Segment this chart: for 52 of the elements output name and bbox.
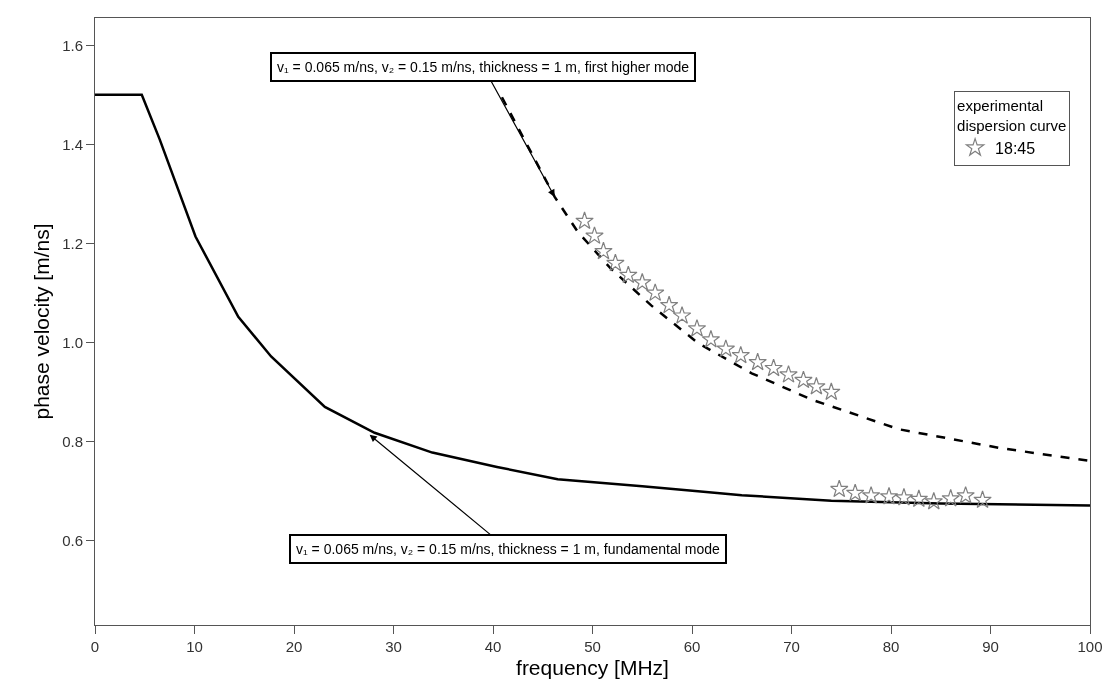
x-tick-label: 10 [186, 638, 203, 655]
annotation: v₁ = 0.065 m/ns, v₂ = 0.15 m/ns, thickness = 1 m, fundamental mode [296, 541, 720, 557]
point [973, 490, 992, 509]
point [941, 488, 960, 507]
x-tick-label: 90 [982, 638, 999, 655]
point [956, 485, 975, 504]
point [659, 295, 679, 314]
point [633, 272, 652, 291]
x-tick-label: 60 [683, 638, 701, 655]
y-axis-title: phase velocity [m/ns] [30, 223, 54, 420]
annotation: v₁ = 0.065 m/ns, v₂ = 0.15 m/ns, thickness = 1 m, first higher mode [277, 59, 690, 75]
point [879, 486, 899, 505]
y-tick-label: 1.4 [62, 135, 83, 153]
point [575, 211, 594, 230]
point [924, 491, 944, 510]
x-tick-label: 0 [90, 638, 100, 655]
point [731, 345, 751, 364]
point [701, 329, 721, 348]
y-tick-label: 1.6 [62, 36, 83, 54]
x-tick-label: 40 [484, 638, 502, 655]
y-tick-label: 0.8 [62, 432, 83, 450]
x-tick-label: 30 [385, 638, 402, 655]
point [830, 479, 849, 498]
point [764, 358, 783, 377]
point [894, 487, 914, 506]
point [672, 306, 692, 324]
point [585, 226, 604, 244]
legend-title: experimental dispersion curve [957, 97, 1067, 134]
point [779, 365, 798, 383]
x-tick-label: 80 [882, 638, 900, 655]
point [716, 339, 736, 357]
x-axis-title: frequency [MHz] [516, 656, 669, 680]
point [794, 370, 813, 389]
point [822, 382, 841, 401]
legend-label: 18:45 [995, 139, 1036, 157]
y-tick-label: 1.2 [62, 234, 83, 252]
point [606, 253, 625, 272]
point [845, 483, 865, 502]
x-tick-label: 100 [1077, 638, 1103, 655]
point [807, 376, 826, 395]
point [645, 283, 665, 301]
y-tick-label: 1.0 [62, 333, 83, 351]
point [861, 485, 881, 504]
y-tick-label: 0.6 [62, 532, 83, 550]
x-tick-label: 70 [783, 638, 800, 655]
point [594, 241, 613, 260]
point [619, 265, 638, 284]
point [909, 489, 929, 508]
x-tick-label: 50 [584, 638, 601, 655]
point [748, 352, 767, 371]
x-tick-label: 20 [285, 638, 303, 655]
point [687, 318, 707, 337]
